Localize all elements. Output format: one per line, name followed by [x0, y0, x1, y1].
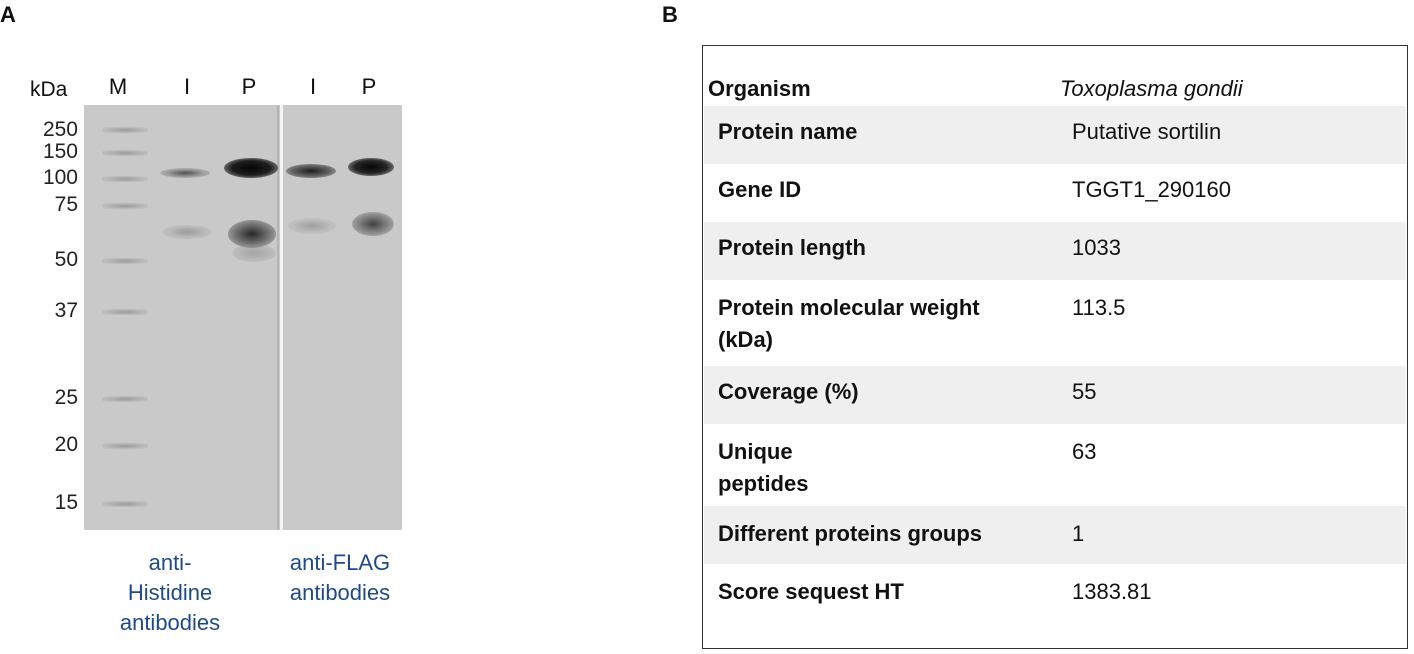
lane-label-input-his: I	[183, 74, 191, 99]
row-key: Gene ID	[718, 177, 802, 202]
band-input-his-60	[162, 225, 212, 239]
table-row: Coverage (%) 55	[704, 366, 1406, 424]
row-value: 63	[1072, 439, 1097, 464]
mw-label-37: 37	[54, 299, 78, 322]
lane-label-marker: M	[108, 74, 128, 99]
table-row: Score sequest HT 1383.81	[704, 564, 1406, 622]
panel-b: B Organism Toxoplasma gondii Protein nam…	[660, 0, 1414, 654]
lane-label-purified-his: P	[241, 74, 257, 99]
mw-label-100: 100	[42, 166, 78, 189]
table-row: Gene ID TGGT1_290160	[704, 164, 1406, 222]
lane-label-purified-flag: P	[361, 74, 377, 99]
table-row: Protein molecular weight (kDa) 113.5	[704, 280, 1406, 366]
band-input-flag-100	[286, 164, 336, 178]
band-purified-his-60	[228, 220, 276, 248]
mw-label-75: 75	[54, 193, 78, 216]
kda-unit-label: kDa	[30, 78, 68, 101]
row-value: 1383.81	[1072, 579, 1152, 604]
ladder-band-100	[102, 176, 148, 182]
ladder-band-20	[102, 443, 148, 449]
band-purified-flag-100	[348, 158, 394, 176]
mw-label-50: 50	[54, 248, 78, 271]
ladder-band-50	[102, 258, 148, 264]
organism-header-value: Toxoplasma gondii	[1060, 76, 1243, 101]
band-purified-his-100	[224, 158, 278, 178]
mw-label-250: 250	[42, 118, 78, 141]
row-value: 55	[1072, 379, 1097, 404]
row-key: Score sequest HT	[718, 579, 904, 604]
ladder-band-75	[102, 203, 148, 209]
ladder-band-15	[102, 501, 148, 507]
anti-flag-caption: anti-FLAG antibodies	[289, 550, 391, 605]
ladder-band-150	[102, 150, 148, 156]
ladder-band-25	[102, 396, 148, 402]
row-key: Different proteins groups	[718, 521, 983, 546]
organism-header-label: Organism	[708, 76, 811, 101]
panel-a-label: A	[0, 2, 16, 27]
membrane-divider	[280, 105, 283, 530]
row-value: TGGT1_290160	[1072, 177, 1231, 202]
table-row: Protein length 1033	[704, 222, 1406, 280]
band-input-flag-60	[288, 218, 336, 234]
row-key: Unique peptides	[718, 439, 809, 496]
row-key: Protein name	[718, 119, 858, 144]
mw-label-15: 15	[54, 491, 78, 514]
mw-label-150: 150	[42, 140, 78, 163]
anti-histidine-caption: anti- Histidine antibodies	[119, 550, 221, 635]
ladder-band-250	[102, 127, 148, 133]
lane-label-input-flag: I	[309, 74, 317, 99]
table-row: Protein name Putative sortilin	[704, 106, 1406, 164]
band-purified-his-smear	[232, 244, 276, 262]
row-key: Protein molecular weight (kDa)	[718, 295, 980, 352]
band-input-his-100	[160, 168, 210, 178]
row-value: 113.5	[1072, 295, 1126, 320]
table-row: Different proteins groups 1	[704, 506, 1406, 564]
row-key: Protein length	[718, 235, 866, 260]
membrane-edge	[277, 105, 279, 530]
table-row: Unique peptides 63	[704, 424, 1406, 506]
protein-info-table	[702, 45, 1408, 649]
band-purified-flag-60	[352, 212, 394, 236]
row-value: Putative sortilin	[1072, 119, 1222, 144]
row-value: 1	[1072, 521, 1085, 546]
row-key: Coverage (%)	[718, 379, 859, 404]
panel-b-label: B	[662, 2, 678, 27]
panel-a: A kDa M I P I P 250 150 100 75 50 37 25 …	[0, 0, 660, 654]
mw-label-25: 25	[54, 386, 78, 409]
row-value: 1033	[1072, 235, 1121, 260]
mw-label-20: 20	[54, 433, 78, 456]
ladder-band-37	[102, 309, 148, 315]
